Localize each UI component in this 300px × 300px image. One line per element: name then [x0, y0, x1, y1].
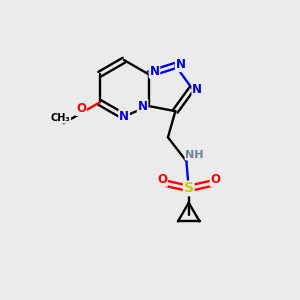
Text: N: N — [149, 65, 160, 78]
Text: CH₃: CH₃ — [51, 113, 70, 123]
Text: O: O — [157, 173, 167, 186]
Text: N: N — [176, 58, 186, 71]
Text: NH: NH — [185, 150, 204, 160]
Text: N: N — [192, 83, 202, 96]
Text: N: N — [138, 100, 148, 112]
Text: N: N — [119, 110, 129, 123]
Text: S: S — [184, 182, 194, 195]
Text: O: O — [211, 173, 220, 186]
Text: O: O — [76, 102, 86, 115]
